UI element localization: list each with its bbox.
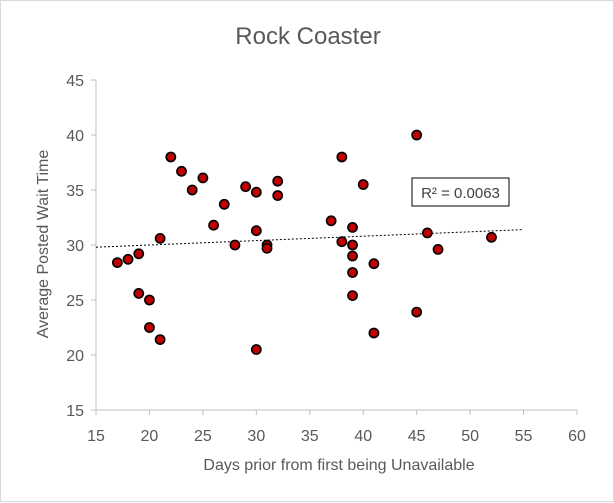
y-tick-label: 20 (66, 348, 84, 365)
data-point (272, 175, 284, 187)
data-point (347, 290, 358, 301)
data-point (368, 258, 380, 270)
data-point (154, 334, 166, 345)
x-axis-ticks: 15 20 25 30 35 40 45 50 55 60 (87, 410, 586, 445)
data-point (325, 215, 337, 227)
data-point (144, 322, 155, 333)
x-tick-label: 35 (301, 428, 319, 445)
data-point (197, 172, 209, 184)
data-point (165, 151, 177, 163)
data-point (411, 129, 423, 141)
x-tick-label: 15 (87, 428, 105, 445)
data-point (272, 190, 284, 201)
data-point (176, 165, 187, 177)
data-point (111, 257, 123, 268)
data-point (347, 239, 358, 251)
y-tick-label: 15 (66, 403, 84, 420)
chart-title: Rock Coaster (235, 23, 380, 50)
data-point (208, 219, 219, 231)
y-tick-label: 45 (66, 73, 84, 90)
data-point (186, 184, 198, 196)
data-point (421, 227, 433, 239)
x-tick-label: 60 (568, 428, 586, 445)
r2-annotation-box (411, 177, 510, 207)
data-point (347, 250, 358, 262)
r2-annotation: R² = 0.0063 (411, 177, 510, 207)
x-tick-label: 20 (141, 428, 159, 445)
data-point (368, 327, 380, 339)
data-point (133, 248, 145, 260)
x-tick-label: 45 (408, 428, 426, 445)
data-point (357, 179, 369, 190)
data-point (250, 225, 262, 237)
data-point (347, 221, 358, 233)
data-point (411, 306, 423, 318)
data-point (336, 151, 348, 163)
x-tick-label: 50 (461, 428, 479, 445)
data-point (240, 181, 252, 193)
x-tick-label: 25 (194, 428, 212, 445)
data-point (144, 294, 155, 306)
x-tick-label: 40 (354, 428, 372, 445)
data-point (229, 239, 241, 251)
y-tick-label: 25 (66, 293, 84, 310)
data-point (347, 267, 358, 278)
data-point (250, 186, 262, 198)
data-points (111, 129, 497, 355)
y-tick-label: 30 (66, 238, 84, 255)
y-tick-label: 35 (66, 183, 84, 200)
x-tick-label: 55 (515, 428, 533, 445)
data-point (336, 236, 348, 248)
x-tick-label: 30 (247, 428, 265, 445)
y-axis-ticks: 15 20 25 30 35 40 45 (66, 73, 96, 420)
data-point (122, 253, 134, 265)
x-axis-title: Days prior from first being Unavailable (203, 457, 474, 474)
r2-annotation-text: R² = 0.0063 (421, 185, 500, 202)
data-point (154, 232, 166, 244)
y-axis-title: Average Posted Wait Time (35, 150, 52, 339)
y-tick-label: 40 (66, 128, 84, 145)
data-point (432, 243, 444, 255)
data-point (486, 231, 497, 243)
trendline (95, 229, 524, 248)
data-point (250, 344, 262, 355)
data-point (261, 242, 273, 254)
data-point (218, 198, 230, 210)
data-point (133, 287, 145, 299)
